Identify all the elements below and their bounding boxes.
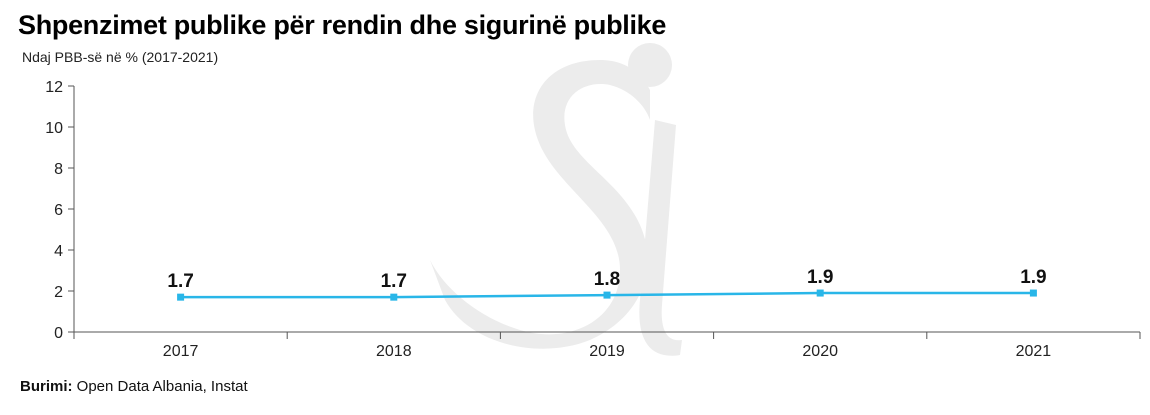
x-tick-label: 2021 [1016,343,1052,360]
data-label: 1.8 [594,269,620,290]
source-note: Burimi: Open Data Albania, Instat [20,378,248,395]
chart-subtitle: Ndaj PBB-së në % (2017-2021) [22,49,219,65]
data-point [603,291,611,299]
data-label: 1.9 [1020,267,1046,288]
data-label: 1.9 [807,267,833,288]
y-tick-label: 10 [45,120,63,137]
axes: 0 2 4 6 8 10 12 2017 2018 2019 2020 2021 [45,79,1141,360]
source-label: Burimi: [20,378,73,395]
data-point [1029,289,1037,297]
y-tick-label: 8 [54,161,63,178]
x-tick-label: 2019 [589,343,625,360]
y-tick-label: 6 [54,202,63,219]
data-label: 1.7 [381,271,407,292]
watermark-i-dot [628,43,672,87]
y-tick-label: 4 [54,243,63,260]
y-tick-label: 0 [54,325,63,342]
watermark-i-stem [639,120,682,356]
y-tick-label: 2 [54,284,63,301]
x-tick-label: 2018 [376,343,412,360]
y-tick-label: 12 [45,79,63,96]
source-text: Open Data Albania, Instat [72,378,248,395]
data-point [390,293,398,301]
chart-title: Shpenzimet publike për rendin dhe siguri… [18,10,667,40]
x-tick-label: 2017 [163,343,199,360]
data-point [816,289,824,297]
data-point [177,293,185,301]
x-tick-label: 2020 [802,343,838,360]
data-label: 1.7 [167,271,193,292]
watermark-s-shape [430,60,650,349]
chart-marks: 1.7 1.7 1.8 1.9 1.9 [167,267,1047,301]
si-logo-watermark [430,43,682,356]
